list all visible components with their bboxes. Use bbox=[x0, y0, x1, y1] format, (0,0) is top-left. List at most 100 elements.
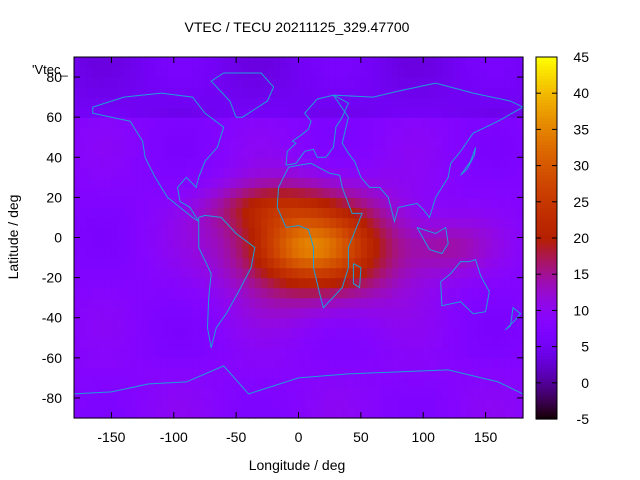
heatmap-cell bbox=[86, 157, 94, 168]
heatmap-cell bbox=[504, 367, 512, 379]
heatmap-cell bbox=[416, 277, 424, 289]
heatmap-cell bbox=[292, 197, 300, 209]
heatmap-cell bbox=[385, 207, 393, 219]
heatmap-cell bbox=[74, 97, 81, 108]
colorbar-swatch bbox=[536, 222, 557, 227]
heatmap-cell bbox=[261, 217, 268, 229]
heatmap-cell bbox=[254, 157, 262, 168]
heatmap-cell bbox=[86, 217, 94, 229]
heatmap-cell bbox=[261, 197, 268, 209]
heatmap-cell bbox=[473, 377, 480, 389]
heatmap-cell bbox=[173, 217, 181, 229]
heatmap-cell bbox=[92, 387, 100, 399]
heatmap-cell bbox=[392, 327, 399, 339]
heatmap-cell bbox=[360, 57, 368, 68]
heatmap-cell bbox=[242, 257, 250, 269]
heatmap-cell bbox=[441, 377, 449, 389]
heatmap-cell bbox=[173, 107, 181, 118]
heatmap-cell bbox=[454, 347, 462, 359]
colorbar-swatch bbox=[536, 75, 557, 79]
heatmap-cell bbox=[298, 227, 306, 239]
heatmap-cell bbox=[123, 67, 131, 78]
heatmap-cell bbox=[211, 57, 219, 68]
heatmap-cell bbox=[367, 357, 374, 369]
heatmap-cell bbox=[392, 77, 399, 88]
heatmap-cell bbox=[404, 197, 412, 209]
colorbar-swatch bbox=[536, 177, 557, 182]
heatmap-cell bbox=[510, 317, 518, 329]
heatmap-cell bbox=[180, 257, 187, 269]
heatmap-cell bbox=[392, 117, 399, 128]
heatmap-cell bbox=[186, 257, 194, 269]
heatmap-cell bbox=[86, 407, 94, 419]
colorbar-swatch bbox=[536, 78, 557, 82]
heatmap-cell bbox=[236, 117, 243, 128]
colorbar-swatch bbox=[536, 216, 557, 221]
heatmap-cell bbox=[192, 237, 200, 249]
heatmap-cell bbox=[236, 267, 243, 279]
heatmap-cell bbox=[279, 297, 287, 309]
heatmap-cell bbox=[448, 117, 456, 128]
x-tick-label: 100 bbox=[412, 429, 436, 445]
heatmap-cell bbox=[385, 107, 393, 118]
heatmap-cell bbox=[317, 217, 325, 229]
heatmap-cell bbox=[130, 87, 137, 98]
heatmap-cell bbox=[473, 187, 480, 198]
heatmap-cell bbox=[211, 397, 219, 409]
heatmap-cell bbox=[80, 87, 88, 98]
colorbar-swatch bbox=[536, 295, 557, 299]
heatmap-cell bbox=[491, 287, 499, 299]
heatmap-cell bbox=[441, 277, 449, 289]
heatmap-cell bbox=[286, 287, 293, 299]
heatmap-cell bbox=[466, 407, 474, 419]
heatmap-cell bbox=[329, 177, 337, 188]
heatmap-cell bbox=[105, 87, 113, 98]
heatmap-cell bbox=[373, 357, 381, 369]
heatmap-cell bbox=[498, 407, 505, 419]
heatmap-cell bbox=[217, 87, 225, 98]
heatmap-cell bbox=[192, 287, 200, 299]
heatmap-cell bbox=[460, 397, 468, 409]
heatmap-cell bbox=[435, 57, 443, 68]
heatmap-cell bbox=[416, 267, 424, 279]
heatmap-cell bbox=[167, 277, 175, 289]
heatmap-cell bbox=[317, 387, 325, 399]
heatmap-cell bbox=[360, 347, 368, 359]
colorbar-tick-label: 10 bbox=[573, 302, 589, 318]
heatmap-cell bbox=[74, 307, 81, 319]
heatmap-cell bbox=[410, 257, 418, 269]
heatmap-cell bbox=[335, 217, 343, 229]
heatmap-cell bbox=[161, 117, 169, 128]
heatmap-cell bbox=[498, 287, 505, 299]
heatmap-cell bbox=[292, 287, 300, 299]
colorbar-tick-label: 45 bbox=[573, 49, 589, 65]
heatmap-cell bbox=[342, 377, 349, 389]
heatmap-cell bbox=[367, 157, 374, 168]
heatmap-cell bbox=[348, 107, 356, 118]
heatmap-cell bbox=[317, 207, 325, 219]
heatmap-cell bbox=[329, 297, 337, 309]
heatmap-cell bbox=[248, 327, 256, 339]
heatmap-cell bbox=[392, 207, 399, 219]
heatmap-cell bbox=[198, 247, 206, 259]
colorbar-swatch bbox=[536, 63, 557, 67]
heatmap-cell bbox=[74, 287, 81, 299]
heatmap-cell bbox=[460, 177, 468, 188]
heatmap-cell bbox=[148, 247, 156, 259]
heatmap-cell bbox=[254, 237, 262, 249]
heatmap-cell bbox=[173, 287, 181, 299]
heatmap-cell bbox=[498, 147, 505, 158]
heatmap-cell bbox=[136, 147, 144, 158]
heatmap-cell bbox=[279, 317, 287, 329]
heatmap-cell bbox=[329, 207, 337, 219]
heatmap-cell bbox=[111, 377, 119, 389]
heatmap-cell bbox=[211, 107, 219, 118]
heatmap-cell bbox=[404, 327, 412, 339]
heatmap-cell bbox=[373, 177, 381, 188]
heatmap-cell bbox=[441, 337, 449, 349]
heatmap-cell bbox=[304, 217, 312, 229]
heatmap-cell bbox=[211, 187, 219, 198]
colorbar-swatch bbox=[536, 162, 557, 167]
heatmap-cell bbox=[323, 187, 331, 198]
heatmap-cell bbox=[367, 187, 374, 198]
